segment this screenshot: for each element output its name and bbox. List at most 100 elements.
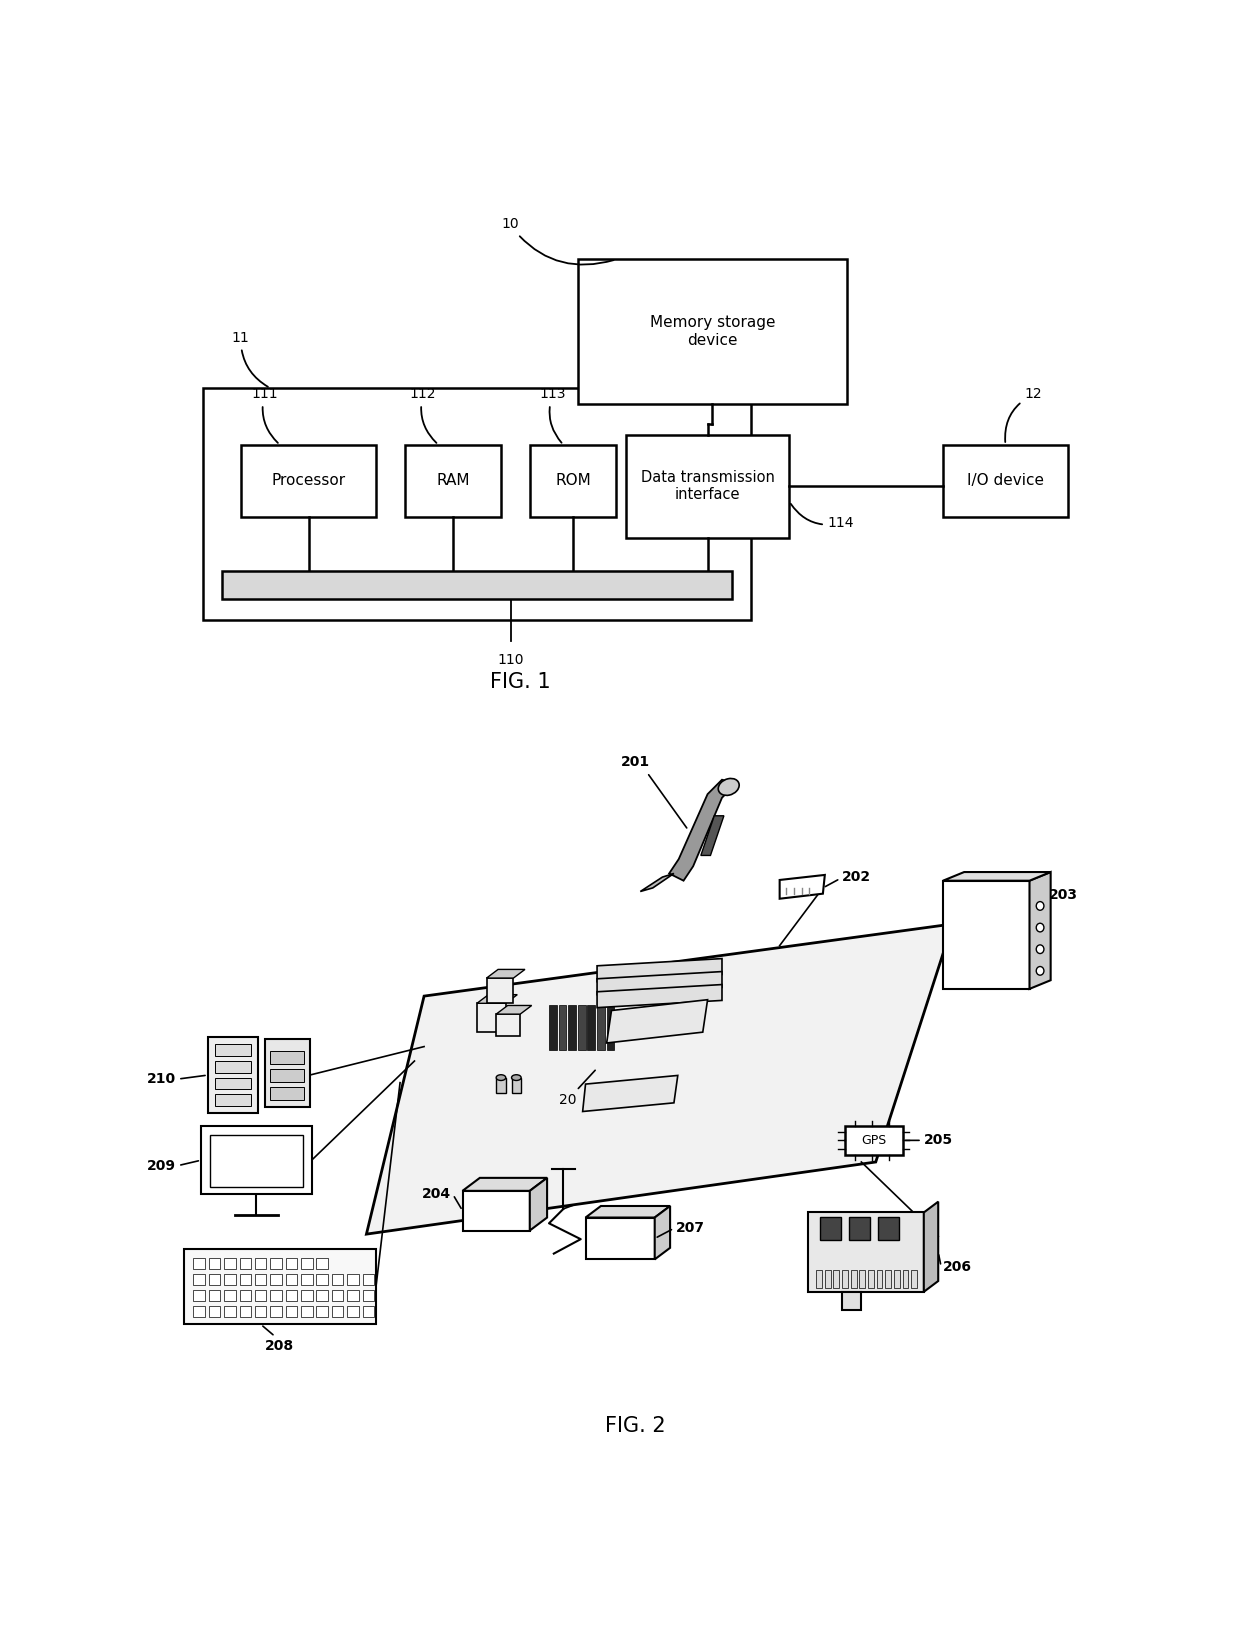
FancyBboxPatch shape [224,1305,236,1317]
Polygon shape [477,1004,506,1032]
FancyBboxPatch shape [316,1258,327,1269]
FancyBboxPatch shape [270,1086,304,1100]
FancyBboxPatch shape [512,1078,521,1093]
Polygon shape [477,994,517,1004]
Text: 110: 110 [497,653,523,668]
FancyBboxPatch shape [224,1274,236,1286]
Text: 114: 114 [791,504,854,530]
FancyBboxPatch shape [316,1305,327,1317]
FancyBboxPatch shape [270,1305,281,1317]
FancyBboxPatch shape [859,1271,866,1289]
FancyBboxPatch shape [816,1271,822,1289]
FancyBboxPatch shape [894,1271,900,1289]
FancyBboxPatch shape [270,1068,304,1081]
FancyBboxPatch shape [885,1271,892,1289]
FancyBboxPatch shape [301,1274,312,1286]
Text: Memory storage
device: Memory storage device [650,316,775,347]
FancyBboxPatch shape [868,1271,874,1289]
Text: FIG. 1: FIG. 1 [490,672,551,691]
FancyBboxPatch shape [215,1078,250,1090]
FancyBboxPatch shape [215,1045,250,1057]
Text: GPS: GPS [862,1134,887,1147]
FancyBboxPatch shape [255,1290,267,1302]
FancyBboxPatch shape [877,1271,883,1289]
FancyBboxPatch shape [201,1126,311,1195]
Polygon shape [367,923,952,1234]
FancyBboxPatch shape [578,260,847,403]
FancyBboxPatch shape [347,1305,358,1317]
Text: ROM: ROM [556,474,591,489]
Ellipse shape [496,1075,506,1080]
FancyBboxPatch shape [208,1290,221,1302]
FancyBboxPatch shape [210,1134,303,1187]
FancyBboxPatch shape [193,1305,205,1317]
FancyBboxPatch shape [833,1271,839,1289]
Polygon shape [606,999,708,1044]
Ellipse shape [1037,923,1044,932]
FancyBboxPatch shape [825,1271,831,1289]
FancyBboxPatch shape [606,1006,614,1050]
Polygon shape [808,1213,924,1292]
FancyBboxPatch shape [184,1249,376,1325]
FancyBboxPatch shape [820,1216,841,1239]
Text: 112: 112 [409,387,436,443]
FancyBboxPatch shape [942,444,1068,517]
FancyBboxPatch shape [285,1274,298,1286]
Polygon shape [924,1202,939,1292]
Text: 202: 202 [842,871,872,884]
FancyBboxPatch shape [224,1290,236,1302]
Ellipse shape [512,1075,521,1080]
FancyBboxPatch shape [849,1216,870,1239]
Polygon shape [1029,872,1050,989]
FancyBboxPatch shape [255,1274,267,1286]
FancyBboxPatch shape [239,1258,250,1269]
FancyBboxPatch shape [362,1274,374,1286]
FancyBboxPatch shape [255,1258,267,1269]
Text: 207: 207 [676,1221,704,1236]
FancyBboxPatch shape [285,1305,298,1317]
FancyBboxPatch shape [903,1271,909,1289]
Text: FIG. 2: FIG. 2 [605,1416,666,1435]
Polygon shape [942,872,1050,881]
FancyBboxPatch shape [596,1006,605,1050]
FancyBboxPatch shape [270,1290,281,1302]
FancyBboxPatch shape [239,1290,250,1302]
FancyBboxPatch shape [193,1290,205,1302]
FancyBboxPatch shape [626,435,789,538]
Polygon shape [842,1292,862,1310]
FancyBboxPatch shape [878,1216,899,1239]
Text: 206: 206 [942,1259,972,1274]
FancyBboxPatch shape [193,1274,205,1286]
Text: 201: 201 [621,756,650,769]
FancyBboxPatch shape [301,1290,312,1302]
FancyBboxPatch shape [285,1258,298,1269]
FancyBboxPatch shape [224,1258,236,1269]
Text: RAM: RAM [436,474,470,489]
Polygon shape [780,876,825,899]
Text: 20: 20 [558,1070,595,1108]
FancyBboxPatch shape [208,1037,258,1113]
FancyBboxPatch shape [215,1062,250,1073]
Text: 204: 204 [422,1187,451,1202]
Polygon shape [583,1075,678,1111]
FancyBboxPatch shape [270,1258,281,1269]
Polygon shape [655,1207,670,1259]
Polygon shape [596,958,722,981]
Polygon shape [585,1218,655,1259]
FancyBboxPatch shape [264,1039,310,1108]
Polygon shape [463,1190,529,1231]
FancyBboxPatch shape [911,1271,918,1289]
Text: I/O device: I/O device [967,474,1044,489]
Ellipse shape [1037,945,1044,953]
FancyBboxPatch shape [404,444,501,517]
FancyBboxPatch shape [316,1274,327,1286]
FancyBboxPatch shape [362,1290,374,1302]
FancyBboxPatch shape [332,1274,343,1286]
FancyBboxPatch shape [332,1305,343,1317]
Polygon shape [640,874,675,892]
Polygon shape [942,881,1029,989]
FancyBboxPatch shape [844,1126,903,1155]
FancyBboxPatch shape [851,1271,857,1289]
FancyBboxPatch shape [255,1305,267,1317]
Polygon shape [463,1179,547,1190]
